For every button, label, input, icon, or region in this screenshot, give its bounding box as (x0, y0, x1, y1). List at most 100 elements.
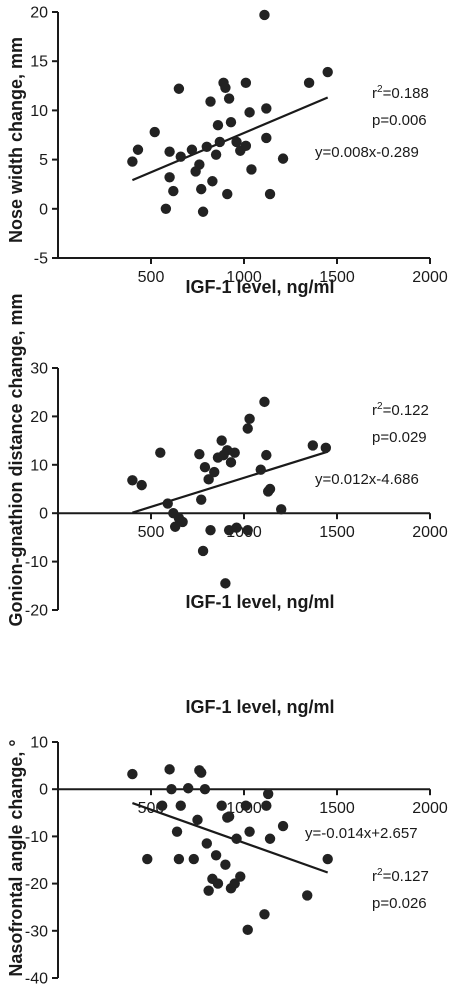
data-point (231, 522, 242, 533)
y-tick-label: -10 (25, 829, 48, 846)
data-point (209, 466, 220, 478)
y-tick-label: -5 (34, 251, 48, 268)
data-point (240, 140, 252, 152)
data-point (201, 838, 212, 849)
r2-prefix: r (372, 868, 377, 885)
data-point (197, 206, 209, 217)
data-point (222, 188, 233, 200)
data-point (229, 878, 240, 889)
data-point (199, 784, 211, 795)
nose-width-chart: Nose width change, mm IGF-1 level, ng/ml… (6, 5, 448, 298)
x-axis-title: IGF-1 level, ng/ml (185, 592, 334, 612)
y-tick-label: 0 (39, 506, 48, 523)
x-tick-label: 500 (138, 269, 165, 286)
data-point (127, 156, 138, 167)
data-point (261, 800, 272, 811)
data-point (244, 107, 255, 118)
data-point (199, 462, 211, 473)
regression-line (132, 802, 329, 874)
data-point (164, 146, 175, 157)
data-point (173, 83, 185, 94)
data-point (320, 442, 332, 454)
data-point (207, 176, 218, 187)
data-point (194, 159, 205, 170)
r-squared-label: r2=0.127 (372, 867, 429, 885)
data-point (196, 183, 207, 195)
data-point (225, 117, 237, 128)
x-tick-label: 2000 (412, 269, 448, 286)
data-point (194, 448, 205, 460)
data-point (231, 136, 242, 148)
data-point (160, 203, 172, 214)
data-point (264, 188, 276, 200)
p-value-label: p=0.026 (372, 895, 427, 912)
data-point (302, 890, 313, 901)
data-point (142, 853, 153, 865)
data-point (307, 440, 319, 451)
data-point (246, 164, 257, 175)
data-point (203, 885, 214, 896)
data-point (244, 413, 255, 425)
r2-value: =0.127 (383, 868, 429, 885)
data-point (186, 144, 198, 155)
data-point (225, 457, 237, 468)
x-tick-label: 1500 (319, 524, 355, 541)
data-point (242, 423, 253, 434)
data-point (188, 853, 199, 865)
y-tick-label: 0 (39, 201, 48, 218)
data-point (164, 764, 175, 775)
data-point (242, 924, 253, 936)
data-point (216, 800, 227, 811)
y-tick-label: -20 (25, 876, 48, 893)
regression-equation: y=-0.014x+2.657 (305, 825, 418, 842)
p-value-label: p=0.006 (372, 112, 427, 129)
data-point (173, 853, 185, 865)
data-point (277, 153, 289, 164)
data-point (322, 66, 333, 78)
data-point (231, 833, 242, 844)
data-point (177, 516, 188, 528)
r-squared-label: r2=0.122 (372, 401, 429, 419)
r2-superscript: 2 (377, 401, 383, 412)
r2-prefix: r (372, 85, 377, 102)
r2-superscript: 2 (377, 84, 383, 95)
data-point (127, 475, 138, 486)
data-point (322, 853, 333, 865)
y-tick-label: 20 (30, 5, 48, 22)
data-point (220, 578, 231, 589)
data-point (136, 479, 147, 491)
data-point (223, 93, 235, 104)
data-point (149, 126, 160, 138)
data-point (203, 474, 214, 485)
data-point (155, 447, 166, 458)
y-tick-label: -20 (25, 603, 48, 620)
y-tick-label: -10 (25, 554, 48, 571)
data-point (210, 149, 222, 160)
data-point (169, 521, 181, 532)
x-tick-label: 1500 (319, 269, 355, 286)
data-point (220, 859, 231, 870)
y-axis-title: Gonion-gnathion distance change, mm (6, 293, 26, 626)
y-tick-label: 10 (30, 103, 48, 120)
x-tick-label: 1500 (319, 800, 355, 817)
data-point (261, 132, 272, 144)
x-axis-title: IGF-1 level, ng/ml (185, 277, 334, 297)
data-point (210, 850, 222, 861)
data-point (175, 800, 186, 811)
data-point (164, 172, 175, 183)
data-point (196, 767, 207, 778)
data-point (205, 96, 216, 107)
y-axis-title: Nasofrontal angle change, ° (6, 739, 26, 976)
data-point (175, 151, 186, 162)
data-point (255, 464, 266, 475)
data-point (196, 494, 207, 505)
data-point (156, 800, 168, 811)
data-point (240, 800, 252, 811)
data-point (205, 524, 216, 536)
y-tick-label: 20 (30, 409, 48, 426)
data-point (303, 77, 315, 89)
data-point (264, 483, 276, 495)
x-tick-label: 2000 (412, 800, 448, 817)
x-tick-label: 1000 (226, 269, 262, 286)
data-point (183, 783, 194, 794)
